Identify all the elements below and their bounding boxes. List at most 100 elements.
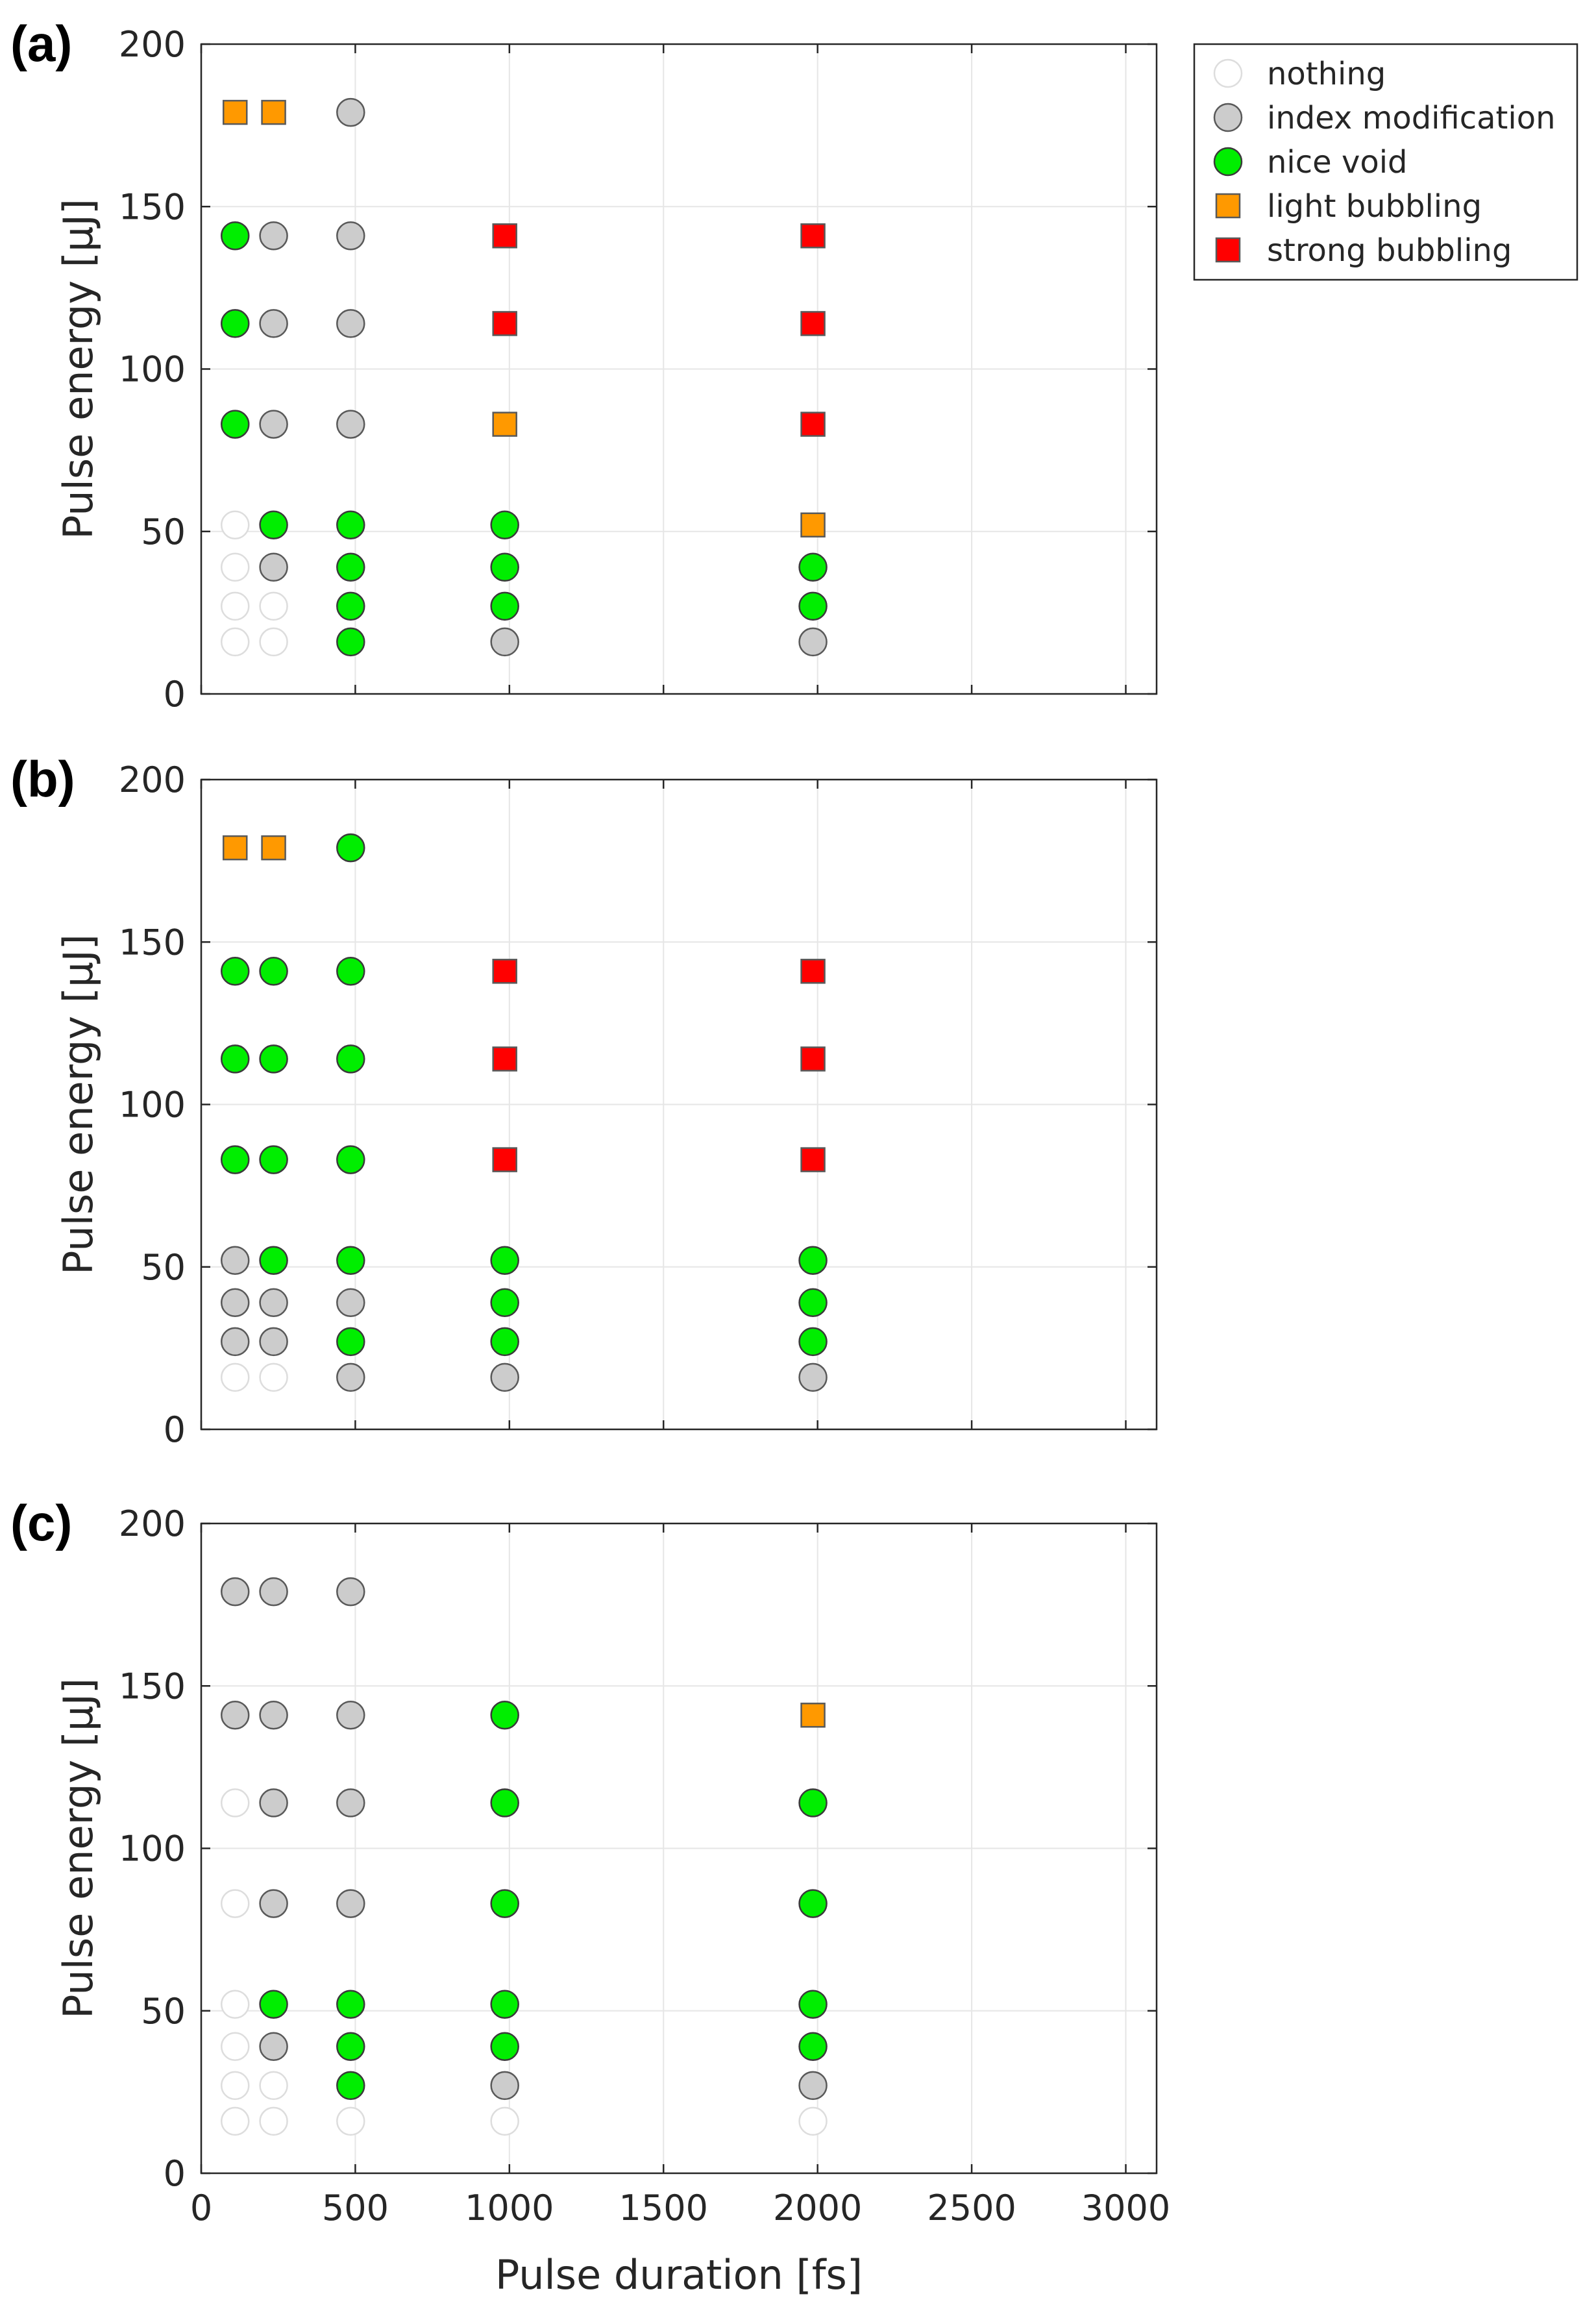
data-point-light — [800, 512, 826, 537]
data-point-void — [336, 552, 365, 582]
data-point-index — [259, 1327, 288, 1357]
y-tick-label: 200 — [119, 1503, 186, 1544]
legend-marker-strong — [1215, 237, 1241, 263]
data-point-index — [798, 627, 828, 657]
x-axis-label: Pulse duration [fs] — [495, 2251, 863, 2299]
data-point-void — [490, 591, 519, 621]
panel-b: 0 50 100 150 200 Pulse energy [µJ] (b) — [10, 750, 1158, 1450]
legend-marker-nothing — [1213, 58, 1243, 88]
x-tick-label: 0 — [190, 2188, 212, 2228]
data-point-index — [336, 97, 365, 127]
data-point-index — [336, 1362, 365, 1392]
data-point-void — [336, 510, 365, 539]
data-point-index — [259, 410, 288, 439]
data-point-void — [220, 957, 250, 986]
data-point-void — [259, 957, 288, 986]
data-point-light — [800, 1703, 826, 1728]
data-point-light — [261, 99, 286, 125]
x-tick-label: 2500 — [927, 2188, 1016, 2228]
data-point-light — [492, 412, 517, 437]
y-tick-label: 100 — [119, 349, 186, 390]
legend-box — [1193, 43, 1578, 281]
data-point-void — [798, 2032, 828, 2062]
data-point-light — [222, 99, 248, 125]
data-points — [220, 833, 828, 1392]
y-tick-label: 100 — [119, 1829, 186, 1869]
data-point-strong — [492, 1046, 517, 1072]
data-point-void — [490, 1288, 519, 1318]
data-point-void — [220, 1044, 250, 1074]
y-tick-label: 50 — [141, 1991, 186, 2032]
data-point-index — [220, 1246, 250, 1275]
data-point-void — [490, 510, 519, 539]
data-point-index — [336, 1577, 365, 1607]
y-tick-label: 0 — [164, 2153, 186, 2194]
legend-label: strong bubbling — [1267, 232, 1512, 269]
data-point-strong — [800, 959, 826, 984]
legend: nothing index modification nice void light … — [1193, 43, 1578, 281]
y-tick-label: 0 — [164, 1409, 186, 1450]
data-point-nothing — [336, 2106, 365, 2136]
y-tick-label: 150 — [119, 922, 186, 963]
data-point-index — [259, 1889, 288, 1918]
legend-label: nice void — [1267, 144, 1408, 180]
y-axis-label: Pulse energy [µJ] — [55, 934, 102, 1275]
data-point-nothing — [490, 2106, 519, 2136]
legend-item-light: light bubbling — [1215, 188, 1482, 225]
data-point-strong — [800, 1046, 826, 1072]
data-point-nothing — [220, 2106, 250, 2136]
data-point-void — [798, 591, 828, 621]
y-axis-label: Pulse energy [µJ] — [55, 1678, 102, 2019]
panel-c: 0 500 1000 1500 2000 2500 3000 0 50 100 150 200 Puls… — [10, 1494, 1170, 2299]
x-tick-label: 1000 — [465, 2188, 554, 2228]
data-point-light — [261, 835, 286, 861]
panel-a: 0 50 100 150 200 Pulse energy [µJ] (a) — [10, 15, 1158, 715]
y-tick-label: 150 — [119, 1666, 186, 1707]
y-tick-label: 150 — [119, 186, 186, 227]
data-point-nothing — [220, 510, 250, 539]
data-point-index — [220, 1327, 250, 1357]
data-point-index — [336, 1889, 365, 1918]
data-point-void — [490, 1246, 519, 1275]
data-point-nothing — [220, 552, 250, 582]
data-point-void — [259, 1044, 288, 1074]
data-point-nothing — [220, 2032, 250, 2062]
data-point-index — [336, 1288, 365, 1318]
data-point-index — [220, 1288, 250, 1318]
data-point-void — [798, 552, 828, 582]
y-tick-label: 100 — [119, 1085, 186, 1126]
data-point-index — [259, 309, 288, 338]
data-point-index — [259, 1288, 288, 1318]
data-point-void — [336, 1246, 365, 1275]
data-point-nothing — [798, 2106, 828, 2136]
data-point-nothing — [259, 2071, 288, 2101]
data-points — [220, 1577, 828, 2136]
data-point-void — [490, 1889, 519, 1918]
data-point-void — [336, 833, 365, 863]
legend-marker-light — [1215, 193, 1241, 219]
data-point-nothing — [220, 1788, 250, 1818]
x-tick-label: 3000 — [1081, 2188, 1170, 2228]
y-tick-label: 0 — [164, 674, 186, 715]
panels-layer: 0 50 100 150 200 Pulse energy [µJ] (a) 0 50 100 15… — [10, 15, 1170, 2299]
data-point-index — [220, 1701, 250, 1730]
data-point-void — [336, 2071, 365, 2101]
panel-label: (b) — [10, 750, 75, 808]
data-point-nothing — [259, 1362, 288, 1392]
data-point-void — [220, 410, 250, 439]
data-point-index — [336, 1701, 365, 1730]
data-point-index — [490, 1362, 519, 1392]
data-point-void — [798, 1788, 828, 1818]
legend-item-strong: strong bubbling — [1215, 232, 1512, 269]
data-point-light — [222, 835, 248, 861]
data-point-void — [336, 1044, 365, 1074]
data-point-void — [490, 552, 519, 582]
data-point-nothing — [220, 1990, 250, 2019]
data-point-void — [798, 1889, 828, 1918]
data-point-index — [336, 221, 365, 251]
y-tick-label: 200 — [119, 759, 186, 800]
data-point-void — [490, 2032, 519, 2062]
data-point-index — [798, 2071, 828, 2101]
data-point-void — [336, 627, 365, 657]
